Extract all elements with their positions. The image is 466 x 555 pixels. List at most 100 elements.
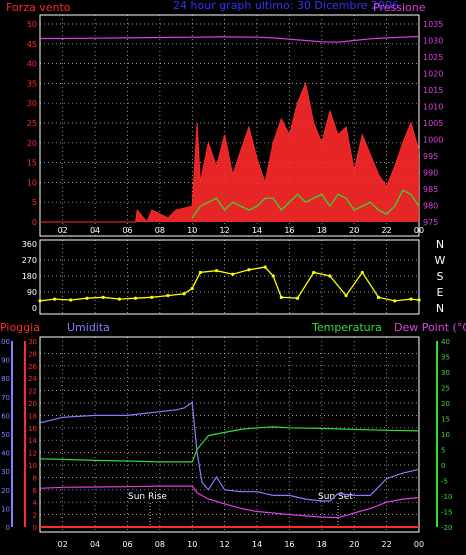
humidity-tick: 100 (0, 338, 10, 346)
temperature-tick: -20 (441, 524, 452, 532)
wind-speed-tick: 10 (27, 178, 37, 187)
time-tick-label: 10 (187, 226, 197, 235)
time-tick-label: 20 (349, 226, 359, 235)
pressure-line (40, 35, 420, 43)
wind-direction-point (344, 293, 348, 298)
sun-markers: Sun Rise Sun Set (128, 492, 353, 527)
direction-tick: 180 (22, 272, 37, 281)
time-tick-label: 02 (58, 226, 68, 235)
humidity-tick: 0 (6, 524, 10, 532)
wind-speed-tick: 15 (27, 159, 37, 168)
direction-panel-frame (39, 239, 420, 315)
humidity-label: Umidita (67, 321, 110, 334)
pressure-tick: 995 (423, 152, 438, 161)
wind-panel-frame (39, 14, 420, 237)
compass-label: N (436, 238, 444, 251)
wind-speed-tick: 0 (32, 218, 37, 227)
time-tick-label: 20 (349, 540, 359, 549)
rain-tick: 10 (28, 462, 37, 470)
sunrise-label: Sun Rise (128, 492, 167, 502)
wind-speed-tick: 20 (27, 139, 37, 148)
wind-speed-area (40, 83, 419, 223)
temperature-tick: 30 (441, 369, 450, 377)
wind-direction-point (166, 293, 170, 298)
rain-tick: 2 (33, 512, 37, 520)
humidity-tick: 60 (1, 412, 10, 420)
pressure-tick: 1030 (423, 37, 443, 46)
rain-tick: 20 (28, 400, 37, 408)
wind-direction-point (38, 299, 42, 303)
wind-direction-point (328, 274, 332, 278)
time-axis-top: 02 04 06 08 10 12 14 16 18 20 22 00 (58, 226, 425, 235)
humidity-tick: 70 (1, 394, 10, 402)
wind-speed-tick: 45 (27, 40, 37, 49)
pressure-tick: 990 (423, 169, 438, 178)
temperature-tick: 5 (441, 447, 445, 455)
time-tick-label: 16 (284, 226, 294, 235)
humidity-temperature-panel: 0102030405060708090100024681012141618202… (0, 336, 452, 549)
wind-direction-point (376, 295, 381, 299)
wind-direction-point (271, 274, 275, 278)
humidity-tick: 50 (1, 431, 10, 439)
wind-speed-tick: 25 (27, 119, 37, 128)
compass-label: S (437, 270, 444, 283)
time-tick-label: 00 (414, 226, 424, 235)
wind-speed-tick: 30 (27, 99, 37, 108)
wind-direction-point (198, 270, 202, 275)
rain-tick: 6 (33, 487, 38, 495)
pressure-tick: 985 (423, 185, 438, 194)
bottom-panel-grid (40, 337, 420, 532)
pressure-tick: 1005 (423, 119, 443, 128)
pressure-axis: 975 980 985 990 995 1000 1005 1010 1015 1020 1025 1… (423, 20, 443, 227)
rain-tick: 24 (28, 375, 37, 383)
temperature-tick: 20 (441, 400, 450, 408)
wind-speed-axis: 0 5 10 15 20 25 30 35 40 45 50 (27, 20, 37, 227)
wind-direction-point (214, 269, 219, 273)
wind-direction-point (417, 298, 421, 302)
wind-direction-point (52, 297, 57, 301)
wind-direction-point (150, 295, 154, 299)
time-tick-label: 00 (414, 540, 424, 549)
humidity-tick: 20 (1, 487, 10, 495)
pressure-tick: 980 (423, 202, 438, 211)
rain-tick: 30 (28, 338, 37, 346)
time-tick-label: 04 (90, 540, 100, 549)
wind-direction-series (38, 265, 421, 303)
wind-average-line (191, 189, 420, 219)
temperature-tick: -15 (441, 509, 452, 517)
humidity-tick: 30 (1, 468, 10, 476)
wind-direction-point (101, 295, 105, 299)
direction-tick: 0 (32, 304, 37, 313)
time-tick-label: 06 (122, 540, 132, 549)
temperature-tick: 0 (441, 462, 445, 470)
wind-direction-point (295, 296, 300, 300)
time-tick-label: 18 (317, 540, 327, 549)
rain-tick: 26 (28, 363, 37, 371)
time-tick-label: 14 (252, 540, 262, 549)
temperature-tick: -10 (441, 493, 452, 501)
temperature-tick: 25 (441, 385, 450, 393)
humidity-tick: 40 (1, 450, 10, 458)
wind-direction-point (231, 272, 235, 276)
compass-label: N (436, 302, 444, 315)
pressure-tick: 1010 (423, 103, 443, 112)
humidity-tick: 10 (1, 505, 10, 513)
wind-direction-point (393, 299, 397, 303)
wind-speed-tick: 5 (32, 198, 37, 207)
direction-panel-grid (40, 240, 420, 314)
time-tick-label: 12 (220, 540, 230, 549)
dew-point-line (39, 485, 420, 519)
temperature-line (39, 426, 420, 463)
humidity-tick: 90 (1, 357, 10, 365)
wind-direction-point (69, 298, 73, 302)
humidity-tick: 80 (1, 375, 10, 383)
rain-tick: 18 (28, 412, 37, 420)
wind-direction-point (182, 292, 186, 296)
rain-label: Pioggia (0, 321, 40, 334)
temperature-tick: 10 (441, 431, 450, 439)
time-tick-label: 08 (155, 540, 165, 549)
rain-tick: 4 (33, 499, 38, 507)
